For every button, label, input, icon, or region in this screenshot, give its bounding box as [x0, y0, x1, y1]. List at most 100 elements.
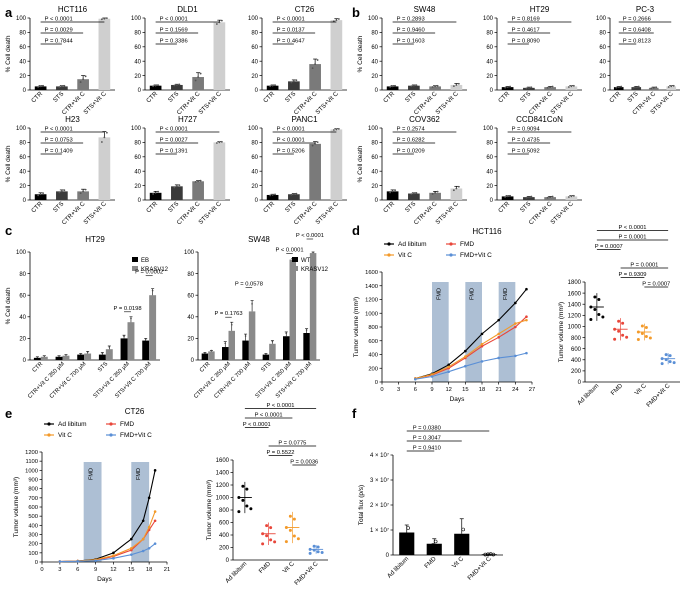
chart-title: PANC1: [291, 115, 318, 124]
data-point: [617, 86, 620, 89]
data-point: [37, 194, 40, 197]
data-point: [288, 514, 292, 518]
data-point: [660, 362, 664, 366]
y-tick-label: 20: [371, 184, 378, 190]
data-point: [504, 86, 507, 89]
data-point: [42, 192, 45, 194]
bar: [303, 333, 310, 360]
x-tick-label: 18: [479, 387, 485, 393]
y-tick-label: 60: [599, 45, 606, 51]
y-tick-label: 400: [571, 358, 582, 364]
y-tick-label: 600: [571, 347, 582, 353]
data-point: [613, 337, 617, 341]
y-tick-label: 0: [23, 88, 27, 94]
bar: [309, 143, 321, 200]
x-tick-label: 6: [414, 387, 417, 393]
bar: [142, 340, 150, 360]
series-point: [430, 373, 434, 376]
bar: [613, 87, 624, 90]
data-point: [615, 86, 618, 89]
chart-title: CT26: [295, 5, 315, 14]
data-point: [316, 550, 320, 554]
x-tick-label: CTR: [262, 90, 276, 104]
y-tick-label: 1600: [365, 270, 378, 276]
data-point: [617, 319, 621, 323]
y-tick-label: 1000: [25, 468, 38, 474]
y-tick-label: 800: [368, 325, 378, 331]
x-tick-label: CTR: [145, 90, 159, 104]
x-tick-label: Ad libitum: [386, 555, 410, 579]
bar: [450, 84, 463, 90]
x-tick-label: STS: [284, 90, 297, 103]
series-point: [514, 325, 517, 329]
data-point: [530, 86, 533, 89]
data-point: [567, 196, 570, 198]
series-point: [497, 336, 500, 339]
p-value-label: P = 0.7844: [45, 39, 74, 45]
bar: [565, 196, 578, 200]
panel-letter-d: d: [352, 223, 360, 238]
chart-title: DLD1: [177, 5, 198, 14]
series-point: [514, 301, 517, 305]
bar: [77, 191, 89, 200]
y-tick-label: 200: [368, 366, 378, 372]
bar: [77, 354, 85, 360]
p-value-label: P = 0.0775: [278, 441, 306, 447]
y-axis-label: % Cell death: [357, 145, 364, 182]
data-point: [271, 194, 274, 196]
data-point: [572, 194, 575, 197]
bar: [56, 86, 68, 90]
legend-label: Vit C: [398, 252, 412, 259]
p-value-label: P < 0.0001: [243, 422, 271, 428]
data-point: [337, 18, 340, 20]
y-tick-label: 600: [28, 505, 38, 511]
bar: [98, 354, 106, 360]
data-point: [43, 355, 46, 357]
y-tick-label: 2 × 10⁷: [370, 502, 389, 509]
data-point: [549, 196, 552, 199]
x-tick-label: STS+Vit C: [82, 90, 108, 116]
y-tick-label: 40: [371, 169, 378, 175]
bar: [149, 295, 157, 360]
data-point: [640, 324, 644, 328]
data-point: [458, 534, 463, 538]
x-tick-label: CTR: [608, 90, 622, 104]
data-point: [491, 552, 496, 557]
chart-title: SW48: [248, 235, 270, 244]
data-point: [82, 78, 85, 81]
bar: [98, 137, 111, 200]
data-point: [154, 84, 157, 87]
x-tick-label: 9: [94, 567, 97, 573]
series-line: [415, 316, 527, 380]
x-tick-label: STS: [52, 200, 65, 213]
data-point: [103, 17, 106, 20]
y-tick-label: 100: [483, 126, 494, 132]
y-tick-label: 1200: [216, 483, 230, 489]
legend-swatch: [132, 266, 138, 271]
data-point: [601, 315, 605, 319]
data-point: [194, 79, 197, 82]
series-point: [514, 354, 517, 358]
x-tick-label: STS+Vit C: [549, 90, 575, 116]
data-point: [668, 360, 672, 364]
y-tick-label: 20: [251, 184, 258, 190]
p-value-label: P < 0.0001: [277, 127, 305, 133]
y-tick-label: 80: [251, 141, 258, 147]
data-point: [620, 85, 623, 88]
data-point: [197, 76, 200, 78]
data-point: [105, 131, 108, 134]
data-point: [204, 351, 206, 354]
data-point: [84, 188, 87, 191]
x-tick-label: STS+Vit C: [82, 200, 108, 226]
data-point: [290, 193, 293, 196]
data-point: [648, 336, 652, 340]
y-tick-label: 0: [23, 358, 27, 364]
data-point: [457, 82, 460, 85]
y-tick-label: 20: [134, 184, 141, 190]
x-tick-label: CTR: [262, 200, 276, 214]
p-value-label: P = 0.8123: [623, 39, 651, 45]
series-point: [129, 546, 133, 550]
data-point: [640, 332, 644, 335]
